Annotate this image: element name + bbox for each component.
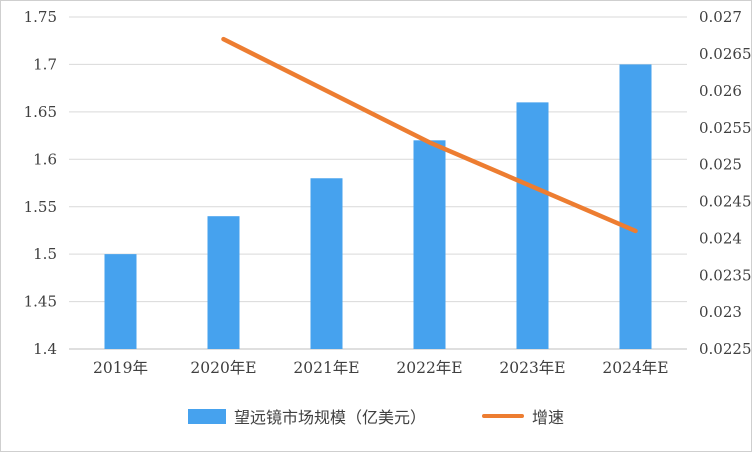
right-axis-tick-label: 0.0225 — [699, 340, 752, 358]
bar — [413, 140, 446, 349]
right-axis-tick-label: 0.0265 — [699, 45, 752, 63]
bar — [619, 64, 652, 349]
bar-series-label: 望远镜市场规模（亿美元） — [233, 408, 426, 427]
legend-item-bar: 望远镜市场规模（亿美元） — [187, 404, 426, 428]
bar — [310, 178, 343, 349]
legend-item-line: 增速 — [482, 404, 564, 428]
right-axis-tick-label: 0.0235 — [699, 266, 752, 284]
right-axis-tick-label: 0.025 — [699, 156, 742, 174]
right-axis-tick-label: 0.023 — [699, 303, 742, 321]
left-axis-tick-label: 1.5 — [33, 245, 57, 263]
growth-line — [221, 36, 638, 234]
left-axis-tick-label: 1.65 — [24, 103, 57, 121]
left-axis-tick-label: 1.45 — [24, 293, 57, 311]
left-axis-tick-label: 1.4 — [33, 340, 57, 358]
line-series-label: 增速 — [532, 408, 565, 427]
left-axis-tick-label: 1.55 — [24, 198, 57, 216]
right-axis-tick-label: 0.027 — [699, 8, 742, 26]
x-axis-category-label: 2022年E — [396, 359, 462, 377]
x-axis-category-label: 2021年E — [293, 359, 359, 377]
line-series-swatch-icon — [482, 414, 524, 418]
x-axis-category-label: 2024年E — [602, 359, 668, 377]
x-axis-category-label: 2020年E — [190, 359, 256, 377]
x-axis-category-label: 2019年 — [93, 359, 148, 377]
left-axis-tick-label: 1.6 — [33, 150, 57, 168]
bar — [104, 254, 137, 349]
combo-chart: 1.4 1.45 1.5 1.55 1.6 1.65 1.7 1.75 0.0225 0.023 0… — [24, 8, 752, 377]
x-axis-category-label: 2023年E — [499, 359, 565, 377]
bar — [516, 102, 549, 349]
right-axis-tick-label: 0.026 — [699, 82, 742, 100]
right-axis-tick-label: 0.024 — [699, 229, 742, 247]
right-axis-tick-label: 0.0245 — [699, 193, 752, 211]
left-axis-tick-label: 1.7 — [33, 56, 57, 74]
right-axis-tick-label: 0.0255 — [699, 119, 752, 137]
bar — [207, 216, 240, 349]
legend: 望远镜市场规模（亿美元） 增速 — [1, 399, 751, 433]
left-axis-tick-label: 1.75 — [24, 8, 57, 26]
bar-series-swatch-icon — [187, 408, 226, 424]
